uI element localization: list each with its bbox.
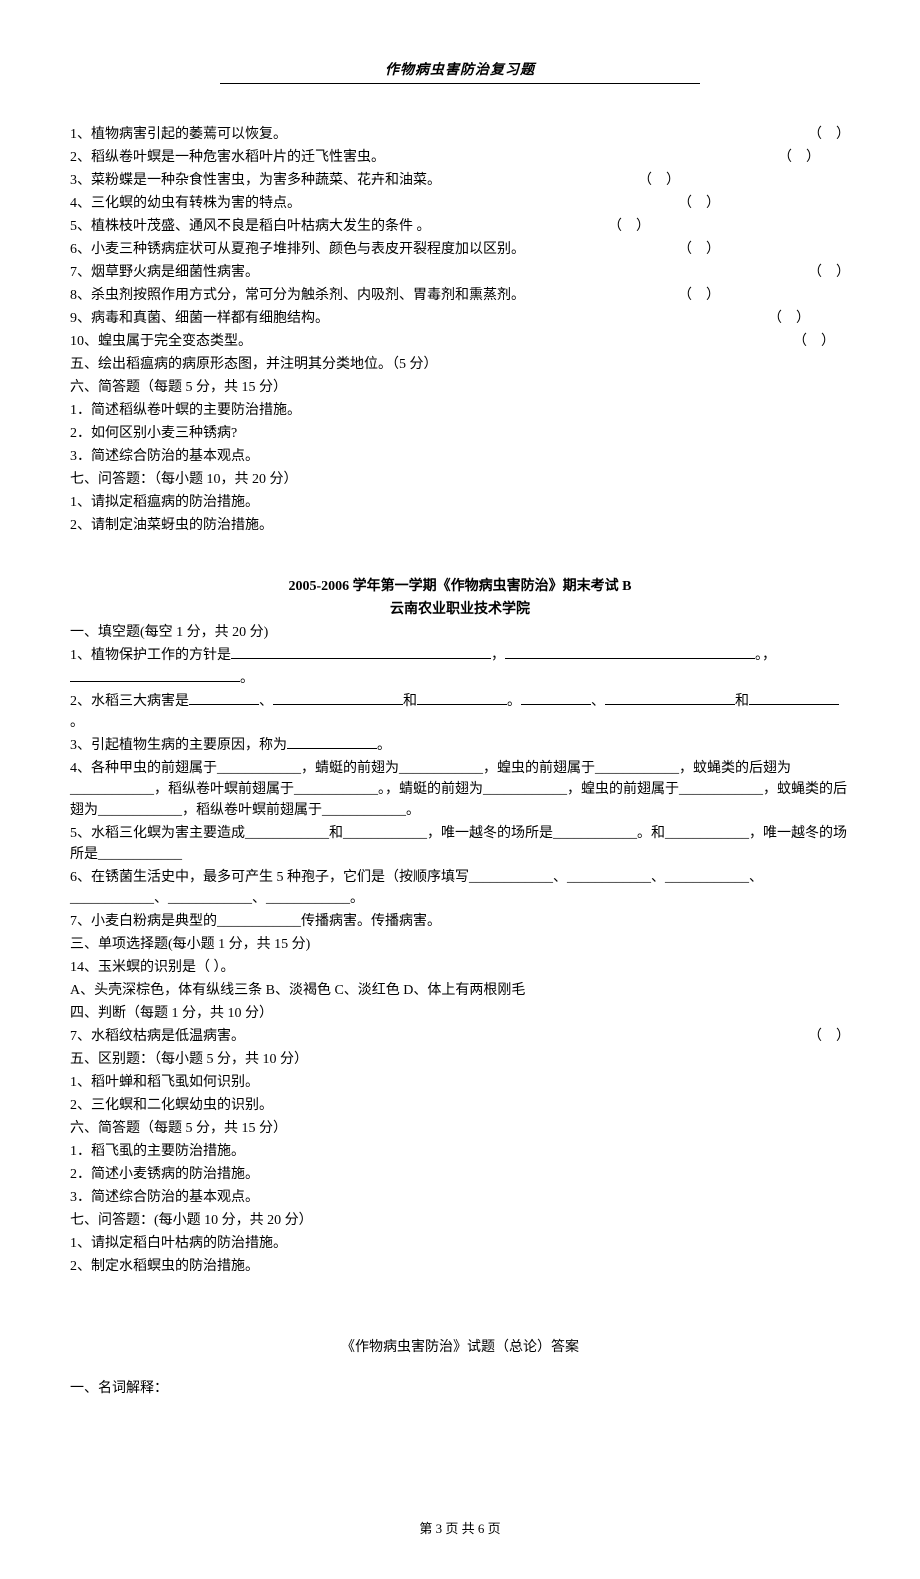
tf-item: 2、稻纵卷叶螟是一种危害水稻叶片的迁飞性害虫。（ ） [70, 147, 850, 168]
tf-paren: （ ） [748, 308, 850, 329]
s7b-1: 1、请拟定稻白叶枯病的防治措施。 [70, 1233, 850, 1254]
fill-q1-cont: 。 [70, 668, 850, 689]
comma: ， [491, 648, 505, 663]
mc-q14-opts: A、头壳深棕色，体有纵线三条 B、淡褐色 C、淡红色 D、体上有两根刚毛 [70, 980, 850, 1001]
tf-text: 4、三化螟的幼虫有转株为害的特点。 [70, 193, 658, 214]
tf-paren: （ ） [658, 239, 850, 260]
q2-prefix: 2、水稻三大病害是 [70, 694, 189, 709]
s7b-2: 2、制定水稻螟虫的防治措施。 [70, 1256, 850, 1277]
tf-paren: （ ） [773, 331, 850, 352]
tf-text: 8、杀虫剂按照作用方式分，常可分为触杀剂、内吸剂、胃毒剂和熏蒸剂。 [70, 285, 658, 306]
tf-text: 3、菜粉蝶是一种杂食性害虫，为害多种蔬菜、花卉和油菜。 [70, 170, 618, 191]
tf-item: 7、烟草野火病是细菌性病害。（ ） [70, 262, 850, 283]
blank [749, 704, 839, 705]
tf-item-b7: 7、水稻纹枯病是低温病害。 （ ） [70, 1026, 850, 1047]
tf-item: 5、植株枝叶茂盛、通风不良是稻白叶枯病大发生的条件 。（ ） [70, 216, 850, 237]
and: 和 [403, 694, 417, 709]
tf-text: 9、病毒和真菌、细菌一样都有细胞结构。 [70, 308, 748, 329]
section-7-heading: 七、问答题：（每小题 10，共 20 分） [70, 469, 850, 490]
tf-paren: （ ） [758, 147, 850, 168]
fill-q7: 7、小麦白粉病是典型的____________传播病害。传播病害。 [70, 911, 850, 932]
section-6-item: 1．简述稻纵卷叶螟的主要防治措施。 [70, 400, 850, 421]
s5b-1: 1、稻叶蝉和稻飞虱如何识别。 [70, 1072, 850, 1093]
and2: 和 [735, 694, 749, 709]
tf-text: 1、植物病害引起的萎蔫可以恢复。 [70, 124, 788, 145]
doc-header-title: 作物病虫害防治复习题 [70, 60, 850, 81]
tf-section: 1、植物病害引起的萎蔫可以恢复。（ ） 2、稻纵卷叶螟是一种危害水稻叶片的迁飞性… [70, 124, 850, 352]
blank [605, 704, 735, 705]
s6b-heading: 六、简答题（每题 5 分，共 15 分） [70, 1118, 850, 1139]
tf-paren: （ ） [788, 262, 850, 283]
fill-heading: 一、填空题(每空 1 分，共 20 分) [70, 622, 850, 643]
tf-item: 1、植物病害引起的萎蔫可以恢复。（ ） [70, 124, 850, 145]
fill-q2: 2、水稻三大病害是、和。、和。 [70, 691, 850, 733]
section-6-item: 3．简述综合防治的基本观点。 [70, 446, 850, 467]
blank [287, 748, 377, 749]
answer-title: 《作物病虫害防治》试题（总论）答案 [70, 1337, 850, 1358]
blank [505, 658, 755, 659]
section-7-item: 1、请拟定稻瘟病的防治措施。 [70, 492, 850, 513]
blank [417, 704, 507, 705]
examB-title2: 云南农业职业技术学院 [70, 599, 850, 620]
blank [70, 681, 240, 682]
blank [231, 658, 491, 659]
tf-item: 10、蝗虫属于完全变态类型。（ ） [70, 331, 850, 352]
answer-s1: 一、名词解释： [70, 1378, 850, 1399]
header-underline [220, 83, 700, 84]
tf-paren: （ ） [788, 124, 850, 145]
q1-prefix: 1、植物保护工作的方针是 [70, 648, 231, 663]
tf-item: 6、小麦三种锈病症状可从夏孢子堆排列、颜色与表皮开裂程度加以区别。（ ） [70, 239, 850, 260]
tf-paren: （ ） [588, 216, 850, 237]
mc-heading: 三、单项选择题(每小题 1 分，共 15 分) [70, 934, 850, 955]
s6b-1: 1．稻飞虱的主要防治措施。 [70, 1141, 850, 1162]
fill-q4: 4、各种甲虫的前翅属于____________，蜻蜓的前翅为__________… [70, 758, 850, 821]
s7b-heading: 七、问答题：(每小题 10 分，共 20 分） [70, 1210, 850, 1231]
s6b-2: 2．简述小麦锈病的防治措施。 [70, 1164, 850, 1185]
fill-q6: 6、在锈菌生活史中，最多可产生 5 种孢子，它们是（按顺序填写_________… [70, 867, 850, 909]
mc-q14: 14、玉米螟的识别是（ ）。 [70, 957, 850, 978]
tf-item: 9、病毒和真菌、细菌一样都有细胞结构。（ ） [70, 308, 850, 329]
tf-item: 3、菜粉蝶是一种杂食性害虫，为害多种蔬菜、花卉和油菜。（ ） [70, 170, 850, 191]
tf-text: 7、水稻纹枯病是低温病害。 [70, 1026, 788, 1047]
fill-q5: 5、水稻三化螟为害主要造成____________和____________，唯… [70, 823, 850, 865]
tf-item: 4、三化螟的幼虫有转株为害的特点。（ ） [70, 193, 850, 214]
tf-paren: （ ） [618, 170, 850, 191]
q3-tail: 。 [377, 738, 391, 753]
q3-prefix: 3、引起植物生病的主要原因，称为 [70, 738, 287, 753]
tf-text: 10、蝗虫属于完全变态类型。 [70, 331, 773, 352]
tf-paren: （ ） [658, 285, 850, 306]
period2: 。 [240, 671, 254, 686]
tf-heading-b: 四、判断（每题 1 分，共 10 分） [70, 1003, 850, 1024]
tf-text: 2、稻纵卷叶螟是一种危害水稻叶片的迁飞性害虫。 [70, 147, 758, 168]
section-6-item: 2．如何区别小麦三种锈病? [70, 423, 850, 444]
blank [521, 704, 591, 705]
blank [273, 704, 403, 705]
period: 。 [755, 648, 762, 663]
s6b-3: 3．简述综合防治的基本观点。 [70, 1187, 850, 1208]
sep: 、 [259, 694, 273, 709]
section-7-item: 2、请制定油菜蚜虫的防治措施。 [70, 515, 850, 536]
sep2: 、 [591, 694, 605, 709]
fill-q1: 1、植物保护工作的方针是，。， [70, 645, 850, 666]
section-5: 五、绘出稻瘟病的病原形态图，并注明其分类地位。（5 分） [70, 354, 850, 375]
s5b-2: 2、三化螟和二化螟幼虫的识别。 [70, 1095, 850, 1116]
tail: 。 [70, 715, 84, 730]
blank [189, 704, 259, 705]
tf-text: 6、小麦三种锈病症状可从夏孢子堆排列、颜色与表皮开裂程度加以区别。 [70, 239, 658, 260]
fill-q3: 3、引起植物生病的主要原因，称为 。 [70, 735, 850, 756]
section-6-heading: 六、简答题（每题 5 分，共 15 分） [70, 377, 850, 398]
tf-paren: （ ） [658, 193, 850, 214]
tf-text: 7、烟草野火病是细菌性病害。 [70, 262, 788, 283]
tf-item: 8、杀虫剂按照作用方式分，常可分为触杀剂、内吸剂、胃毒剂和熏蒸剂。（ ） [70, 285, 850, 306]
page-footer: 第 3 页 共 6 页 [70, 1519, 850, 1539]
stop: 。 [507, 694, 521, 709]
s5b-heading: 五、区别题：（每小题 5 分，共 10 分） [70, 1049, 850, 1070]
comma2: ， [762, 648, 776, 663]
examB-title1: 2005-2006 学年第一学期《作物病虫害防治》期末考试 B [70, 576, 850, 597]
tf-paren: （ ） [788, 1026, 850, 1047]
tf-text: 5、植株枝叶茂盛、通风不良是稻白叶枯病大发生的条件 。 [70, 216, 588, 237]
